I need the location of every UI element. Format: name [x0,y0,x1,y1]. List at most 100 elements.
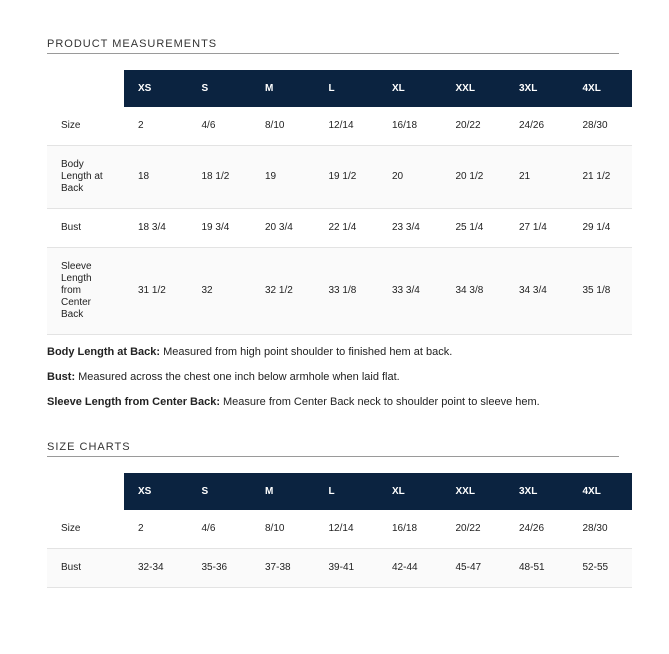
table-cell: 20/22 [441,107,505,146]
section: PRODUCT MEASUREMENTS XS S M L XL XXL 3XL 4XL Size… [47,38,632,420]
header-row: XS S M L XL XXL 3XL 4XL [47,70,632,107]
table-cell: 34 3/4 [505,247,569,335]
table-row: Size 2 4/6 8/10 12/14 16/18 20/22 24/26 28/30 [47,510,632,549]
header-cell: 4XL [568,473,632,510]
row-label-text: Bust [61,222,82,233]
table-cell: 20 1/2 [441,145,505,209]
note: Body Length at Back: Measured from high p… [47,345,632,360]
table-cell: 20 [378,145,442,209]
table-cell: 33 1/8 [314,247,378,335]
size-table: XS S M L XL XXL 3XL 4XL Size 2 4/6 8/10 12/14 16/18 20… [47,70,632,335]
row-label: Bust [47,548,124,588]
table-row: Bust 18 3/4 19 3/4 20 3/4 22 1/4 23 3/4 25 1/4… [47,208,632,248]
row-label-text: Bust [61,562,82,573]
table-row: Body Length at Back 18 18 1/2 19 19 1/2 20 20 … [47,145,632,209]
table-cell: 52-55 [568,548,632,588]
row-label-text: Size [61,523,81,534]
row-label-text: Sleeve Length from Center Back [61,261,92,320]
note: Sleeve Length from Center Back: Measure f… [47,395,632,410]
note-text: Measured from high point shoulder to fin… [163,346,453,358]
header-cell: XXL [441,473,505,510]
note-term: Bust: [47,371,76,383]
table-cell: 22 1/4 [314,208,378,248]
table-cell: 28/30 [568,107,632,146]
note-text: Measured across the chest one inch below… [78,371,400,383]
table-cell: 27 1/4 [505,208,569,248]
table-cell: 32 [187,247,251,335]
table-cell: 2 [124,107,188,146]
section-title: SIZE CHARTS [47,441,619,457]
header-cell: M [251,70,315,107]
header-cell: XS [124,473,188,510]
table-cell: 19 [251,145,315,209]
table-cell: 39-41 [314,548,378,588]
section: SIZE CHARTS XS S M L XL XXL 3XL 4XL Size 2 4/6 8/10 1… [47,441,632,588]
row-label-text: Size [61,120,81,131]
table-cell: 48-51 [505,548,569,588]
table-cell: 21 [505,145,569,209]
table-cell: 32 1/2 [251,247,315,335]
table-cell: 19 3/4 [187,208,251,248]
table-cell: 12/14 [314,107,378,146]
row-label: Sleeve Length from Center Back [47,247,124,335]
table-cell: 12/14 [314,510,378,549]
header-cell: S [187,473,251,510]
table-cell: 8/10 [251,107,315,146]
table-cell: 35 1/8 [568,247,632,335]
table-row: Bust 32-34 35-36 37-38 39-41 42-44 45-47 48-51 5… [47,548,632,588]
header-cell: L [314,473,378,510]
row-label: Bust [47,208,124,248]
table-cell: 33 3/4 [378,247,442,335]
table-cell: 28/30 [568,510,632,549]
table-cell: 23 3/4 [378,208,442,248]
header-cell: 3XL [505,473,569,510]
header-cell: S [187,70,251,107]
table-cell: 35-36 [187,548,251,588]
header-cell: XXL [441,70,505,107]
note-text: Measure from Center Back neck to shoulde… [223,396,540,408]
header-blank [47,473,124,510]
table-cell: 18 3/4 [124,208,188,248]
table-cell: 32-34 [124,548,188,588]
table-cell: 18 [124,145,188,209]
row-label: Size [47,107,124,146]
table-cell: 16/18 [378,510,442,549]
table-cell: 24/26 [505,510,569,549]
size-table: XS S M L XL XXL 3XL 4XL Size 2 4/6 8/10 12/14 16/18 20… [47,473,632,588]
table-cell: 37-38 [251,548,315,588]
header-cell: XL [378,473,442,510]
table-cell: 8/10 [251,510,315,549]
table-cell: 24/26 [505,107,569,146]
table-cell: 42-44 [378,548,442,588]
table-cell: 19 1/2 [314,145,378,209]
header-row: XS S M L XL XXL 3XL 4XL [47,473,632,510]
header-cell: XL [378,70,442,107]
note-term: Sleeve Length from Center Back: [47,396,220,408]
header-cell: 4XL [568,70,632,107]
table-cell: 16/18 [378,107,442,146]
header-cell: M [251,473,315,510]
notes: Body Length at Back: Measured from high p… [47,345,632,410]
table-cell: 34 3/8 [441,247,505,335]
table-cell: 20 3/4 [251,208,315,248]
table-cell: 20/22 [441,510,505,549]
header-cell: 3XL [505,70,569,107]
table-cell: 2 [124,510,188,549]
table-cell: 4/6 [187,107,251,146]
table-cell: 31 1/2 [124,247,188,335]
table-row: Sleeve Length from Center Back 31 1/2 32 32… [47,247,632,335]
header-cell: L [314,70,378,107]
table-cell: 25 1/4 [441,208,505,248]
row-label: Body Length at Back [47,145,124,209]
table-cell: 29 1/4 [568,208,632,248]
note-term: Body Length at Back: [47,346,161,358]
table-cell: 45-47 [441,548,505,588]
header-cell: XS [124,70,188,107]
section-title: PRODUCT MEASUREMENTS [47,38,619,54]
row-label: Size [47,510,124,549]
table-row: Size 2 4/6 8/10 12/14 16/18 20/22 24/26 28/30 [47,107,632,146]
table-cell: 4/6 [187,510,251,549]
header-blank [47,70,124,107]
table-cell: 18 1/2 [187,145,251,209]
